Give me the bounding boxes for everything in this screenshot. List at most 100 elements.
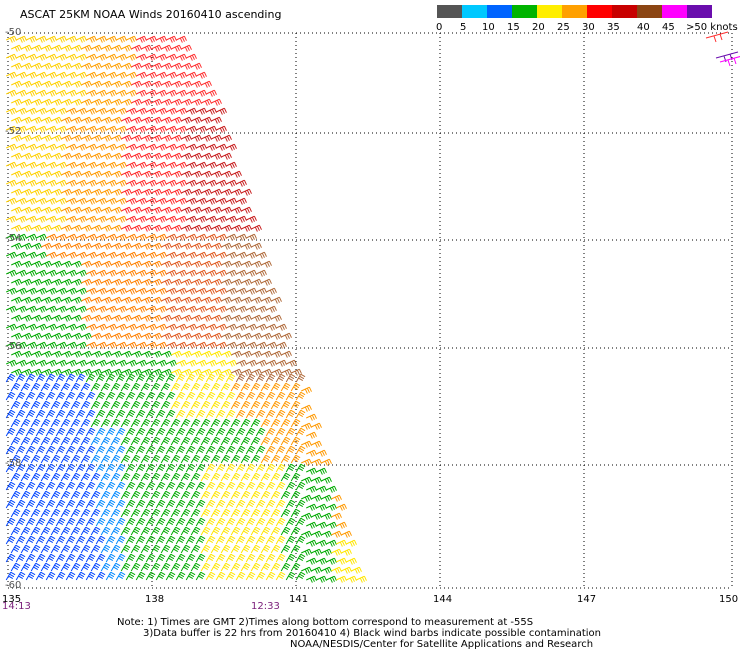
wind-barb: [280, 544, 291, 554]
wind-barb: [270, 544, 281, 554]
wind-barb: [56, 107, 67, 115]
wind-barb: [321, 494, 332, 502]
wind-barb: [140, 562, 151, 572]
wind-barb: [201, 152, 212, 160]
wind-barb: [275, 481, 286, 491]
wind-barb: [91, 134, 102, 142]
wind-barb: [215, 517, 226, 527]
wind-barb: [76, 53, 87, 61]
wind-barb: [71, 80, 82, 88]
wind-barb: [145, 571, 156, 581]
wind-barb: [36, 35, 47, 43]
wind-barb: [236, 197, 247, 205]
wind-barb: [160, 418, 171, 428]
wind-barb: [326, 521, 337, 529]
wind-barb: [191, 314, 202, 322]
wind-barb: [186, 197, 197, 205]
wind-barb: [205, 517, 216, 527]
wind-barb: [280, 436, 291, 446]
wind-barb: [190, 400, 201, 410]
wind-barb: [181, 332, 192, 340]
wind-barb: [220, 454, 231, 464]
wind-barb: [91, 188, 102, 196]
wind-barb: [326, 575, 337, 583]
wind-barb: [285, 499, 296, 509]
wind-barb: [136, 215, 147, 223]
wind-barb: [166, 89, 177, 97]
wind-barb: [76, 107, 87, 115]
wind-barb: [25, 535, 36, 545]
wind-barb: [91, 296, 102, 304]
wind-barb: [66, 125, 77, 133]
wind-barb: [171, 62, 182, 70]
wind-barb: [125, 445, 136, 455]
wind-barb: [141, 332, 152, 340]
wind-barb: [11, 332, 22, 340]
wind-barb: [186, 359, 197, 367]
wind-barb: [10, 544, 21, 554]
wind-barb: [85, 373, 96, 383]
wind-barb: [6, 107, 17, 115]
wind-barb: [126, 359, 137, 367]
wind-barb: [36, 53, 47, 61]
wind-barb: [66, 71, 77, 79]
wind-barb: [250, 436, 261, 446]
legend-label: 25: [557, 22, 570, 33]
wind-barb: [171, 332, 182, 340]
wind-barb: [20, 508, 31, 518]
wind-barb: [341, 548, 352, 556]
wind-barb: [270, 382, 281, 392]
wind-barb: [85, 463, 96, 473]
wind-barb: [256, 287, 267, 295]
wind-barb: [151, 62, 162, 70]
wind-barb: [6, 341, 17, 349]
wind-barb: [236, 305, 247, 313]
wind-barb: [35, 553, 46, 563]
wind-barb: [65, 409, 76, 419]
wind-barb: [206, 89, 217, 97]
wind-barb: [130, 454, 141, 464]
wind-barb: [125, 517, 136, 527]
wind-barb: [280, 382, 291, 392]
wind-barb: [86, 125, 97, 133]
wind-barb: [96, 107, 107, 115]
wind-barb: [136, 71, 147, 79]
wind-barb: [290, 562, 301, 572]
wind-barb: [56, 359, 67, 367]
wind-barb: [61, 206, 72, 214]
wind-barb: [171, 296, 182, 304]
wind-barb: [120, 526, 131, 536]
wind-barb: [51, 62, 62, 70]
wind-barb: [41, 116, 52, 124]
wind-barb: [31, 278, 42, 286]
wind-barb: [191, 134, 202, 142]
wind-barb: [200, 472, 211, 482]
wind-barb: [146, 107, 157, 115]
wind-barb: [231, 188, 242, 196]
wind-barb: [95, 373, 106, 383]
wind-barb: [110, 490, 121, 500]
wind-barb: [61, 62, 72, 70]
wind-barb: [90, 526, 101, 536]
wind-barb: [101, 188, 112, 196]
wind-barb: [10, 436, 21, 446]
wind-barb: [136, 107, 147, 115]
wind-barb: [66, 341, 77, 349]
wind-barb: [105, 499, 116, 509]
wind-barb: [186, 143, 197, 151]
wind-barb: [151, 332, 162, 340]
wind-barb: [90, 418, 101, 428]
wind-barb: [51, 98, 62, 106]
wind-barb: [30, 418, 41, 428]
wind-barb: [61, 350, 72, 358]
wind-barb: [46, 107, 57, 115]
wind-barb: [211, 296, 222, 304]
wind-barb: [155, 427, 166, 437]
wind-barb: [111, 260, 122, 268]
wind-barb: [181, 62, 192, 70]
wind-barb: [186, 215, 197, 223]
wind-barb: [235, 481, 246, 491]
wind-barb: [260, 526, 271, 536]
wind-barb: [161, 44, 172, 52]
wind-barb: [60, 544, 71, 554]
